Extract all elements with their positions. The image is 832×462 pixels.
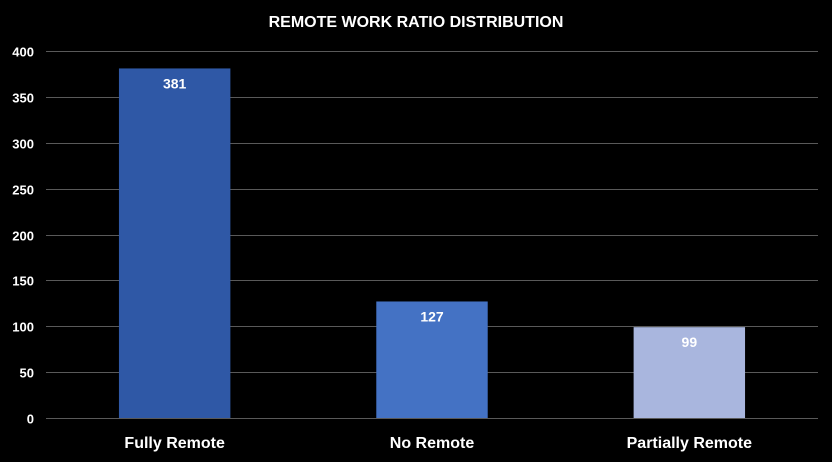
x-axis-tick-labels: Fully Remote No Remote Partially Remote bbox=[124, 435, 752, 452]
y-tick-label: 400 bbox=[12, 45, 34, 60]
y-axis-tick-labels: 0 50 100 150 200 250 300 350 400 bbox=[12, 45, 34, 427]
bar-value-labels: 381 127 99 bbox=[163, 75, 697, 350]
y-tick-label: 0 bbox=[27, 412, 34, 427]
x-tick-label: Partially Remote bbox=[627, 435, 752, 452]
bar-value-label: 99 bbox=[682, 334, 698, 350]
y-tick-label: 300 bbox=[12, 137, 34, 152]
bar-value-label: 381 bbox=[163, 75, 187, 91]
chart-title: REMOTE WORK RATIO DISTRIBUTION bbox=[269, 14, 564, 31]
y-tick-label: 250 bbox=[12, 183, 34, 198]
y-tick-label: 350 bbox=[12, 91, 34, 106]
bar-partially-remote bbox=[633, 327, 746, 418]
y-tick-label: 100 bbox=[12, 320, 34, 335]
y-tick-label: 150 bbox=[12, 274, 34, 289]
bars bbox=[118, 68, 746, 419]
y-tick-label: 50 bbox=[20, 366, 34, 381]
x-tick-label: Fully Remote bbox=[124, 435, 225, 452]
x-tick-label: No Remote bbox=[390, 435, 475, 452]
y-tick-label: 200 bbox=[12, 229, 34, 244]
bar-no-remote bbox=[376, 301, 488, 418]
bar-value-label: 127 bbox=[420, 308, 444, 324]
bar-fully-remote bbox=[118, 68, 231, 419]
